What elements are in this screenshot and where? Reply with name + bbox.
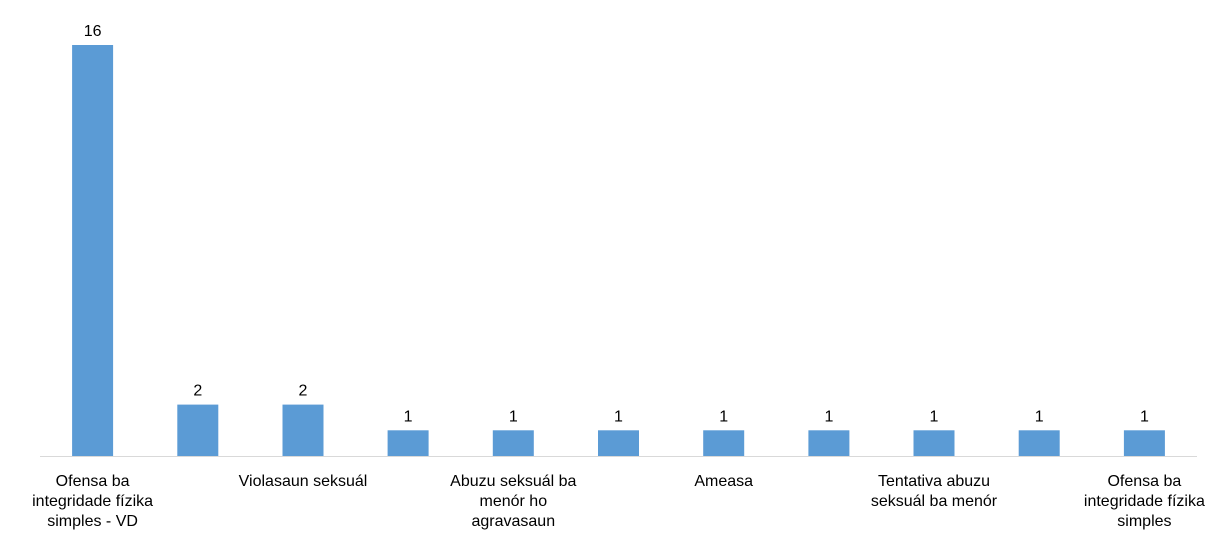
category-label-line: Ofensa ba — [1107, 473, 1181, 490]
category-label-line: simples — [1117, 513, 1171, 530]
data-label-5: 1 — [509, 408, 518, 425]
data-label-10: 1 — [1035, 408, 1044, 425]
category-label-5: Abuzu seksuál ba menór ho agravasaun — [450, 473, 576, 530]
bar-5 — [492, 430, 534, 456]
category-label-1: Ofensa ba integridade fízika simples - VD — [32, 473, 153, 530]
data-label-11: 1 — [1140, 408, 1149, 425]
data-label-9: 1 — [930, 408, 939, 425]
bar-4 — [387, 430, 429, 456]
data-labels-group: 16 2 2 1 1 1 1 1 1 1 1 — [84, 23, 1149, 425]
category-label-line: Tentativa abuzu — [878, 473, 990, 490]
bars-group — [72, 45, 1165, 456]
bar-2 — [177, 404, 219, 456]
category-label-3: Violasaun seksuál — [239, 473, 368, 490]
data-label-3: 2 — [299, 383, 308, 400]
bar-11 — [1123, 430, 1165, 456]
data-label-7: 1 — [719, 408, 728, 425]
category-label-line: simples - VD — [47, 513, 138, 530]
bar-3 — [282, 404, 324, 456]
category-label-9: Tentativa abuzu seksuál ba menór — [871, 473, 998, 510]
bar-7 — [703, 430, 745, 456]
category-label-line: Violasaun seksuál — [239, 473, 368, 490]
category-labels-group: Ofensa ba integridade fízika simples - VD V… — [32, 473, 1205, 530]
bar-9 — [913, 430, 955, 456]
bar-10 — [1018, 430, 1060, 456]
category-label-line: agravasaun — [471, 513, 555, 530]
data-label-8: 1 — [824, 408, 833, 425]
category-label-line: Ofensa ba — [56, 473, 130, 490]
category-label-line: Ameasa — [694, 473, 753, 490]
category-label-line: Abuzu seksuál ba — [450, 473, 576, 490]
category-label-11: Ofensa ba integridade fízika simples — [1084, 473, 1205, 530]
category-label-line: menór ho — [480, 493, 548, 510]
category-label-line: integridade fízika — [1084, 493, 1205, 510]
data-label-1: 16 — [84, 23, 102, 40]
data-label-4: 1 — [404, 408, 413, 425]
bar-8 — [808, 430, 850, 456]
category-label-7: Ameasa — [694, 473, 753, 490]
category-label-line: seksuál ba menór — [871, 493, 998, 510]
category-label-line: integridade fízika — [32, 493, 153, 510]
bar-1 — [72, 45, 114, 456]
data-label-6: 1 — [614, 408, 623, 425]
data-label-2: 2 — [193, 383, 202, 400]
bar-6 — [598, 430, 639, 456]
